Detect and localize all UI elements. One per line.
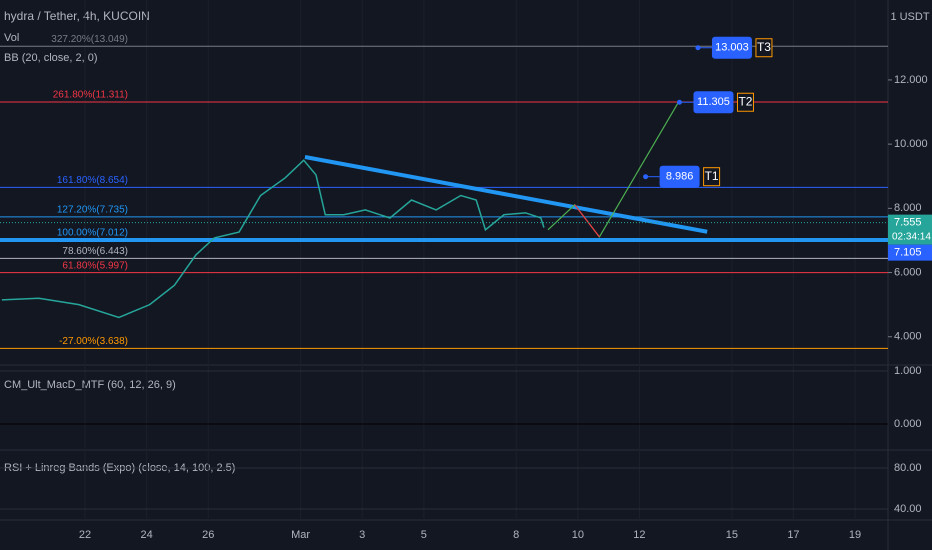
x-tick-label: 24	[140, 529, 152, 541]
currency-label: 1 USDT	[890, 11, 929, 23]
target-name: T2	[738, 94, 752, 108]
vol-title: Vol	[4, 32, 19, 44]
last-price-label: 7.555	[894, 217, 922, 229]
y-tick-label: 6.000	[894, 266, 922, 278]
y-tick-label: 12.000	[894, 74, 928, 86]
target-name: T3	[757, 40, 771, 54]
x-tick-label: 15	[726, 529, 738, 541]
fib-label: 261.80%(11.311)	[53, 90, 128, 101]
x-tick-label: Mar	[291, 529, 310, 541]
target-box	[711, 36, 752, 59]
x-tick-label: 5	[421, 529, 427, 541]
fib-label: 327.20%(13.049)	[51, 34, 128, 45]
trendline	[304, 155, 708, 234]
x-tick-label: 22	[79, 529, 91, 541]
target-box	[659, 165, 700, 188]
macd-tick-label: 1.000	[894, 365, 922, 377]
y-tick-label: 10.000	[894, 138, 928, 150]
target-tag	[736, 92, 754, 112]
rsi-tick-label: 40.00	[894, 503, 922, 515]
fib-label: 78.60%(6.443)	[62, 246, 128, 257]
fib-label: 100.00%(7.012)	[57, 228, 128, 239]
fib-label: 161.80%(8.654)	[57, 175, 128, 186]
target-tag	[755, 38, 773, 58]
x-tick-label: 19	[849, 529, 861, 541]
rsi-tick-label: 80.00	[894, 462, 922, 474]
x-tick-label: 3	[359, 529, 365, 541]
x-tick-label: 10	[572, 529, 584, 541]
target-box	[693, 91, 734, 114]
target-value: 8.986	[666, 171, 694, 183]
x-tick-label: 17	[787, 529, 799, 541]
y-tick-label: 8.000	[894, 202, 922, 214]
support-box	[888, 244, 932, 261]
fib-label: -27.00%(3.638)	[59, 336, 128, 347]
fib-label: 127.20%(7.735)	[57, 204, 128, 215]
target-value: 11.305	[697, 96, 730, 108]
y-tick-label: 4.000	[894, 331, 922, 343]
fib-label: 61.80%(5.997)	[62, 260, 128, 271]
x-tick-label: 12	[633, 529, 645, 541]
last-price-box	[888, 214, 932, 245]
x-tick-label: 26	[202, 529, 214, 541]
projection-down	[574, 204, 600, 238]
macd-tick-label: 0.000	[894, 418, 922, 430]
bb-title: BB (20, close, 2, 0)	[4, 52, 98, 64]
symbol-title: hydra / Tether, 4h, KUCOIN	[4, 9, 150, 23]
support-label: 7.105	[894, 247, 922, 259]
macd-title: CM_Ult_MacD_MTF (60, 12, 26, 9)	[4, 379, 176, 391]
x-tick-label: 8	[513, 529, 519, 541]
target-tag	[703, 167, 721, 187]
countdown-label: 02:34:14	[892, 231, 931, 242]
target-value: 13.003	[715, 42, 749, 54]
target-name: T1	[705, 169, 719, 183]
price-line	[1, 159, 545, 319]
